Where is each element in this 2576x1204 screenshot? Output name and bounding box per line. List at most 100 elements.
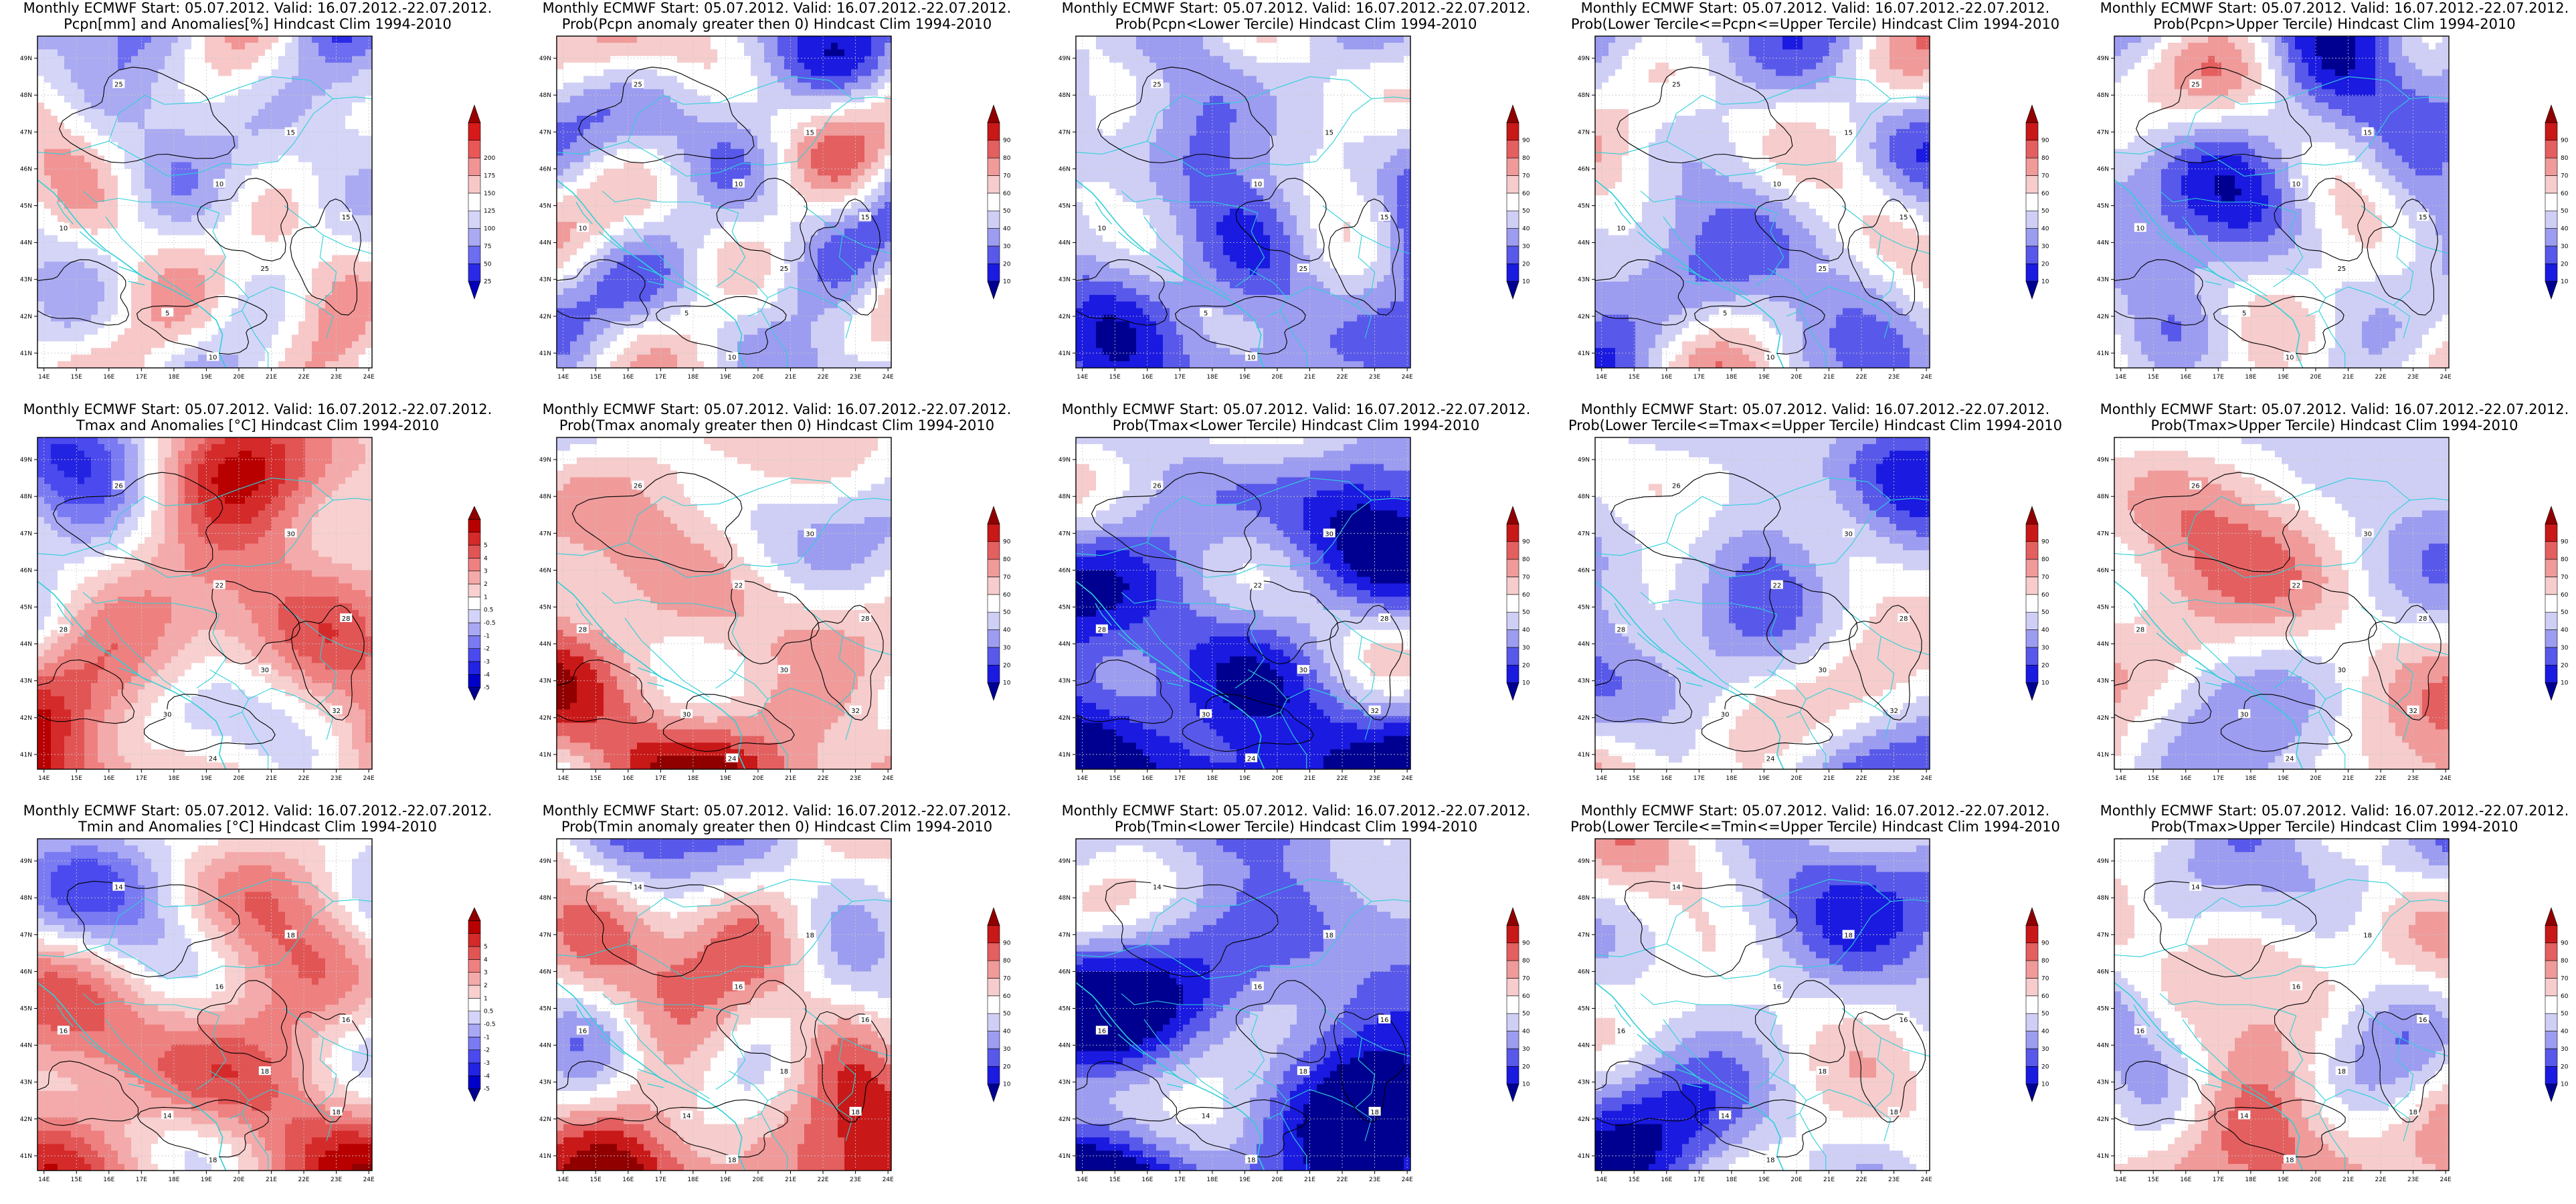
colorbar-arrow-low: [2025, 1084, 2039, 1102]
lon-tick-label: 19E: [201, 1177, 212, 1183]
colorbar-label: 40: [1522, 226, 1530, 233]
border-line: [663, 879, 830, 908]
contour-label: 14: [1153, 884, 1162, 892]
contour-label-box: [1095, 223, 1108, 232]
contour-line: [1091, 472, 1262, 573]
contour-label: 15: [861, 214, 870, 221]
border-line: [1143, 216, 1229, 296]
contour-label: 22: [1772, 582, 1781, 589]
lon-tick-label: 19E: [2278, 1177, 2289, 1183]
contour-label: 24: [728, 755, 737, 763]
border-line: [1147, 897, 1184, 944]
border-line: [1322, 205, 1376, 306]
contour-label: 16: [1097, 1028, 1106, 1035]
lat-tick-label: 45N: [20, 203, 32, 210]
border-line: [124, 551, 249, 578]
map-figure: 14161816181614181841N42N43N44N45N46N47N4…: [539, 838, 1011, 1183]
lon-tick-label: 17E: [1174, 775, 1186, 782]
lat-tick-label: 44N: [1059, 240, 1071, 247]
climatology-contours: [557, 66, 881, 355]
contour-label-box: [804, 127, 816, 136]
lat-tick-label: 45N: [1578, 203, 1590, 210]
contour-label-box: [1251, 179, 1264, 188]
shaded-field: [37, 437, 372, 769]
map-panel-tmax-5: Monthly ECMWF Start: 05.07.2012. Valid: …: [2077, 401, 2576, 803]
colorbar-label: 25: [484, 279, 491, 286]
border-line: [209, 669, 250, 718]
lat-tick-label: 41N: [1578, 1153, 1590, 1160]
coastline: [1595, 982, 1784, 1171]
colorbar-label: 60: [1003, 592, 1011, 599]
lat-tick-label: 41N: [1059, 752, 1071, 759]
contour-label: 16: [861, 1017, 870, 1024]
map-panel-pcpn-5: Monthly ECMWF Start: 05.07.2012. Valid: …: [2077, 0, 2576, 401]
contour-label-box: [2361, 528, 2374, 538]
lon-tick-label: 21E: [266, 775, 277, 782]
colorbar-segment: [1506, 559, 1520, 577]
climatology-contours: [1076, 66, 1400, 355]
contour-label: 30: [260, 667, 269, 674]
climatology-contours: [1076, 472, 1403, 752]
colorbar-label: -5: [484, 685, 490, 692]
contour-line: [1701, 694, 1833, 752]
border-line: [624, 216, 710, 296]
coastline: [1076, 581, 1265, 769]
contour-line: [37, 660, 135, 724]
colorbar-segment: [987, 647, 1000, 666]
map-frame: [37, 35, 373, 369]
colorbar-label: 70: [2561, 574, 2569, 581]
contour-label-box: [2284, 1155, 2296, 1164]
colorbar-label: 60: [1522, 592, 1530, 599]
lat-tick-label: 45N: [539, 1006, 551, 1013]
border-line: [108, 94, 145, 142]
lat-tick-label: 46N: [1578, 969, 1590, 975]
contour-line: [716, 177, 808, 262]
colorbar-label: 40: [2041, 1029, 2049, 1035]
colorbar-segment: [987, 629, 1000, 648]
lon-tick-label: 16E: [1141, 1177, 1153, 1183]
colorbar-segment: [2025, 577, 2039, 595]
contour-label: 5: [1723, 310, 1727, 317]
island-coast: [638, 1068, 668, 1083]
contour-label: 14: [163, 1112, 172, 1120]
colorbar-label: 80: [2561, 557, 2569, 563]
border-line: [248, 1089, 334, 1142]
border-line: [663, 478, 830, 506]
colorbar-arrow-low: [2025, 281, 2039, 300]
axes: 41N 42N 43N 44N 45N 46N 47N 48N 49N 14E 15E 16E 17E 1…: [539, 858, 894, 1183]
panel-title-line1: Monthly ECMWF Start: 05.07.2012. Valid: …: [1558, 401, 2073, 417]
border-line: [82, 191, 219, 214]
island-coast: [79, 632, 106, 654]
contour-label-box: [1764, 753, 1777, 763]
contour-label: 30: [1721, 711, 1730, 718]
contour-label-box: [632, 79, 644, 88]
colorbar-arrow-low: [987, 281, 1000, 300]
map-figure: 26223028302830243241N42N43N44N45N46N47N4…: [539, 437, 1011, 782]
colorbar-segment: [468, 933, 481, 947]
lat-tick-label: 42N: [1578, 1116, 1590, 1123]
panel-title-line2: Prob(Pcpn anomaly greater then 0) Hindca…: [519, 16, 1034, 32]
lon-tick-label: 18E: [1206, 1177, 1218, 1183]
contour-label-box: [1770, 179, 1783, 188]
lon-tick-label: 20E: [1271, 374, 1283, 381]
colorbar-segment: [987, 1013, 1000, 1031]
map-frame: [1594, 838, 1930, 1171]
contour-label-box: [2417, 212, 2429, 221]
contour-label-box: [2284, 352, 2296, 361]
colorbar-segment: [2025, 524, 2039, 542]
contour-label-box: [2335, 264, 2348, 273]
border-line: [1663, 1019, 1748, 1099]
axes: 41N 42N 43N 44N 45N 46N 47N 48N 49N 14E 15E 16E 17E 1…: [1578, 858, 1932, 1183]
lon-tick-label: 17E: [655, 374, 666, 381]
colorbar-segment: [468, 972, 481, 986]
colorbar-segment: [2545, 559, 2558, 577]
island-coast: [1637, 632, 1664, 654]
colorbar-label: 5: [484, 542, 488, 549]
lat-tick-label: 43N: [2097, 678, 2109, 685]
lat-tick-label: 49N: [1059, 858, 1071, 865]
island-coast: [647, 682, 664, 687]
island-coast: [638, 266, 668, 280]
border-line: [242, 712, 269, 769]
contour-label: 25: [1153, 82, 1162, 89]
colorbar: 10 20 30 40 50 60 70 80 90: [2545, 506, 2569, 701]
